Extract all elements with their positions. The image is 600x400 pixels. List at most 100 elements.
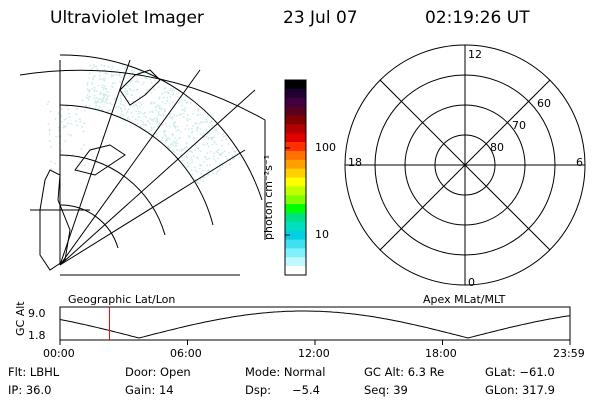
aurora-dot [212, 155, 215, 158]
aurora-dot [150, 129, 153, 132]
aurora-dot [86, 83, 89, 86]
aurora-dot [118, 74, 121, 77]
lat-arc-1 [59, 54, 263, 201]
aurora-dot [186, 156, 189, 159]
aurora-dot [143, 115, 146, 117]
aurora-dot [91, 82, 93, 85]
aurora-dot [147, 120, 150, 123]
aurora-dot [91, 67, 94, 70]
aurora-dot [111, 82, 114, 85]
aurora-dot [101, 84, 104, 87]
aurora-dot [181, 104, 183, 107]
aurora-dot [158, 107, 161, 109]
filter-info: Flt: LBHL [8, 365, 60, 379]
aurora-dot [137, 112, 140, 115]
aurora-dot [78, 155, 81, 158]
aurora-dot [168, 147, 171, 150]
aurora-dot [156, 104, 159, 106]
aurora-dot [107, 66, 110, 69]
aurora-dot [93, 86, 96, 89]
aurora-dot [173, 89, 176, 92]
aurora-dot [177, 128, 180, 131]
aurora-dot [204, 156, 206, 159]
aurora-dot [172, 149, 174, 152]
aurora-dot [95, 65, 98, 68]
aurora-dot [98, 108, 100, 110]
aurora-dot [135, 75, 137, 78]
coastline-fragment [119, 69, 161, 106]
polar-ring-label-60: 60 [537, 97, 551, 110]
aurora-dot [218, 168, 221, 171]
aurora-dot [150, 102, 152, 105]
aurora-dot [202, 174, 205, 176]
aurora-dot [137, 81, 140, 83]
aurora-dot [57, 112, 60, 115]
time-label: 02:19:26 UT [425, 8, 530, 28]
aurora-dot [219, 153, 221, 156]
aurora-dot [169, 89, 172, 92]
aurora-dot [60, 120, 63, 123]
aurora-dot [126, 117, 129, 120]
aurora-dot [171, 90, 174, 92]
aurora-dot [153, 117, 156, 120]
aurora-dot [171, 101, 174, 104]
aurora-dot [144, 128, 147, 131]
meridian-4 [59, 149, 246, 266]
aurora-dot [111, 65, 114, 68]
aurora-dot [200, 121, 202, 123]
aurora-dot [124, 90, 126, 93]
aurora-dot [81, 126, 84, 128]
aurora-dot [120, 97, 122, 100]
aurora-dot [103, 64, 106, 67]
aurora-dot [204, 156, 207, 159]
aurora-dot [130, 94, 133, 96]
aurora-dot [122, 75, 125, 77]
aurora-dot [85, 105, 87, 107]
aurora-dot [147, 130, 150, 133]
aurora-dot [166, 139, 169, 142]
aurora-dot [169, 138, 172, 141]
aurora-dot [68, 133, 70, 136]
polar-ring-label-70: 70 [512, 119, 526, 132]
aurora-dot [139, 73, 141, 76]
polar-label-top: 12 [468, 48, 482, 61]
aurora-dot [210, 138, 213, 141]
aurora-dot [208, 121, 211, 124]
aurora-dot [115, 96, 118, 99]
aurora-dot [216, 170, 219, 173]
polar-label-bottom: 0 [468, 276, 475, 289]
aurora-dot [54, 118, 57, 120]
aurora-dot [191, 151, 194, 154]
aurora-dot [135, 80, 137, 83]
aurora-dot [140, 119, 143, 122]
aurora-dot [111, 103, 113, 106]
aurora-dot [194, 149, 196, 152]
aurora-dot [167, 137, 170, 139]
aurora-dot [79, 120, 82, 123]
aurora-dot [103, 79, 106, 82]
aurora-dot [205, 158, 208, 161]
aurora-dot [108, 109, 111, 112]
aurora-dot [209, 136, 211, 139]
colorbar-tick-10: 10 [315, 228, 329, 241]
aurora-dot [94, 99, 97, 102]
aurora-dot [119, 107, 122, 109]
aurora-dot [154, 106, 157, 108]
aurora-dot [163, 108, 166, 110]
aurora-dot [164, 131, 167, 133]
aurora-dot [164, 129, 166, 132]
aurora-emission [46, 64, 241, 185]
aurora-dot [113, 82, 116, 84]
aurora-dot [119, 71, 121, 74]
aurora-dot [149, 117, 151, 120]
aurora-dot [48, 128, 51, 131]
aurora-dot [150, 119, 153, 121]
aurora-dot [171, 142, 174, 145]
polar-diagonal-1 [379, 79, 551, 251]
aurora-dot [195, 180, 198, 182]
aurora-dot [93, 89, 96, 92]
aurora-dot [48, 140, 51, 142]
aurora-dot [181, 109, 184, 111]
aurora-dot [179, 131, 182, 133]
